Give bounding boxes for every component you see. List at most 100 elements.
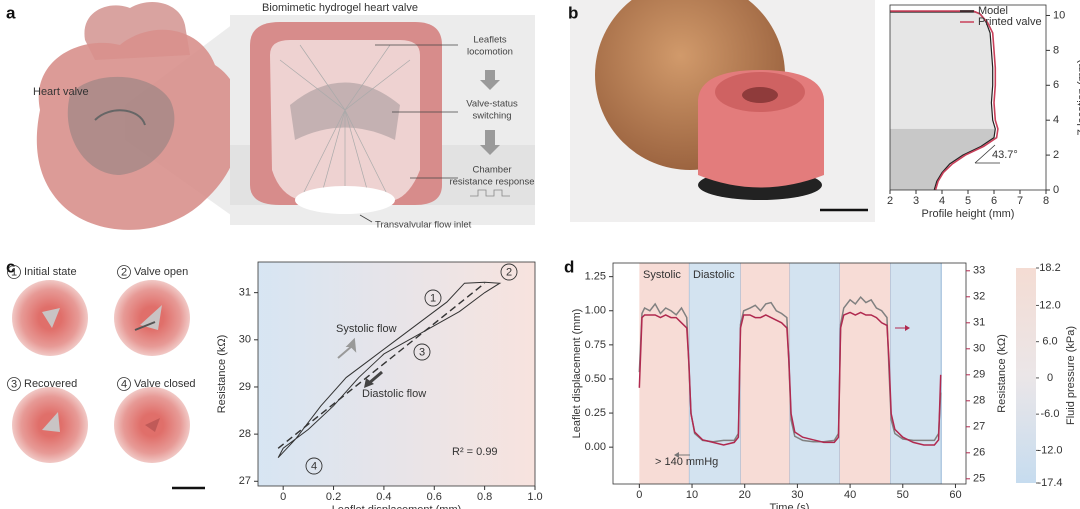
y-tick-label: 8 <box>1053 44 1059 56</box>
phase-band <box>689 263 741 484</box>
colorbar-tick-label: 18.2 <box>1039 262 1060 274</box>
x-axis-label: Leaflet displacement (mm) <box>332 504 462 509</box>
x-axis-label: Profile height (mm) <box>922 208 1015 220</box>
y-axis-label: Resistance (kΩ) <box>996 334 1008 413</box>
marker-circle <box>500 263 518 281</box>
annotation: > 140 mmHg <box>655 456 718 468</box>
x-tick-label: 0 <box>636 489 642 501</box>
x-tick-label: 0.6 <box>427 491 442 503</box>
y-tick-label: 29 <box>973 369 985 381</box>
valve-title: Biomimetic hydrogel heart valve <box>262 2 418 14</box>
axis-arrow-head <box>674 452 679 458</box>
x-axis-label: Time (s) <box>770 502 810 509</box>
y-tick-label: 29 <box>239 381 251 393</box>
annotation: Systolic flow <box>336 323 397 335</box>
marker-number: 2 <box>506 266 512 278</box>
x-tick-label: 6 <box>991 195 997 207</box>
y-tick-label: 0.50 <box>585 373 606 385</box>
phase-band <box>839 263 891 484</box>
state-label: Recovered <box>24 378 77 390</box>
x-tick-label: 30 <box>791 489 803 501</box>
marker-number: 4 <box>311 460 317 472</box>
y-tick-label: 26 <box>973 447 985 459</box>
plot-background <box>258 262 535 486</box>
phase-band <box>639 263 690 484</box>
panel-label: b <box>568 3 578 22</box>
plot-frame <box>257 261 536 487</box>
state-number: 3 <box>11 378 17 390</box>
state-number: 2 <box>121 266 127 278</box>
state-label: Valve open <box>134 266 188 278</box>
y-tick-label: 30 <box>239 334 251 346</box>
phase-band <box>740 263 791 484</box>
state-number-circle <box>7 265 21 279</box>
flow-arrow-head <box>364 378 374 388</box>
annotation: R² = 0.99 <box>452 446 498 458</box>
callout: Leaflets <box>473 35 507 46</box>
phase-band <box>890 263 942 484</box>
panel-b-photo <box>570 0 875 222</box>
y-tick-label: 27 <box>973 421 985 433</box>
x-tick-label: 0.4 <box>376 491 391 503</box>
angle-mark <box>974 144 1000 164</box>
x-tick-label: 1.0 <box>527 491 542 503</box>
colorbar-tick-label: 0 <box>1047 372 1053 384</box>
callout: Transvalvular flow inlet <box>375 220 472 231</box>
callout: Valve-status <box>466 99 518 110</box>
flow-arrow <box>337 337 357 359</box>
axis-arrow-head <box>905 325 910 331</box>
colorbar-label: Fluid pressure (kPa) <box>1065 326 1077 425</box>
state-number-circle <box>117 265 131 279</box>
y-tick-label: 4 <box>1053 114 1059 126</box>
legend-label: Model <box>978 5 1008 17</box>
x-tick-label: 2 <box>887 195 893 207</box>
colorbar-tick-label: -17.4 <box>1037 477 1062 489</box>
colorbar-tick-label: -6.0 <box>1041 408 1060 420</box>
colorbar-tick-label: -12.0 <box>1037 444 1062 456</box>
series-line <box>638 295 942 443</box>
series-line <box>890 10 999 191</box>
x-tick-label: 8 <box>1043 195 1049 207</box>
y-axis-label: Leaflet displacement (mm) <box>571 309 583 439</box>
panel-label: a <box>6 3 16 22</box>
panel-label: c <box>6 257 15 276</box>
y-tick-label: 30 <box>973 343 985 355</box>
y-tick-label: 1.25 <box>585 271 606 283</box>
y-tick-label: 32 <box>973 291 985 303</box>
marker-circle <box>413 343 431 361</box>
x-tick-label: 40 <box>844 489 856 501</box>
marker-number: 3 <box>419 346 425 358</box>
y-tick-label: 0 <box>1053 184 1059 196</box>
marker-number: 1 <box>430 292 436 304</box>
callout: switching <box>472 111 511 122</box>
x-tick-label: 7 <box>1017 195 1023 207</box>
x-tick-label: 0.2 <box>326 491 341 503</box>
y-tick-label: 6 <box>1053 79 1059 91</box>
x-tick-label: 10 <box>686 489 698 501</box>
y-tick-label: 28 <box>239 428 251 440</box>
y-tick-label: 0.75 <box>585 339 606 351</box>
y-tick-label: 33 <box>973 265 985 277</box>
y-tick-label: 1.00 <box>585 305 606 317</box>
state-number-circle <box>7 377 21 391</box>
colorbar <box>1016 268 1036 483</box>
heart-label: Heart valve <box>33 86 89 98</box>
colorbar-tick-label: 12.0 <box>1039 299 1060 311</box>
y-tick-label: 10 <box>1053 9 1065 21</box>
phase-band <box>790 263 840 484</box>
y-tick-label: 27 <box>239 475 251 487</box>
x-tick-label: 60 <box>949 489 961 501</box>
panel-label: d <box>564 257 574 276</box>
x-tick-label: 5 <box>965 195 971 207</box>
y-tick-label: 31 <box>973 317 985 329</box>
lower-profile-fill <box>890 128 996 190</box>
panel-c-photos <box>12 280 205 490</box>
series-line <box>277 282 486 449</box>
x-tick-label: 20 <box>739 489 751 501</box>
state-number: 1 <box>11 266 17 278</box>
y-axis-label: Resistance (kΩ) <box>216 335 228 414</box>
y-tick-label: 28 <box>973 395 985 407</box>
state-label: Initial state <box>24 266 77 278</box>
y-tick-label: 0.25 <box>585 407 606 419</box>
